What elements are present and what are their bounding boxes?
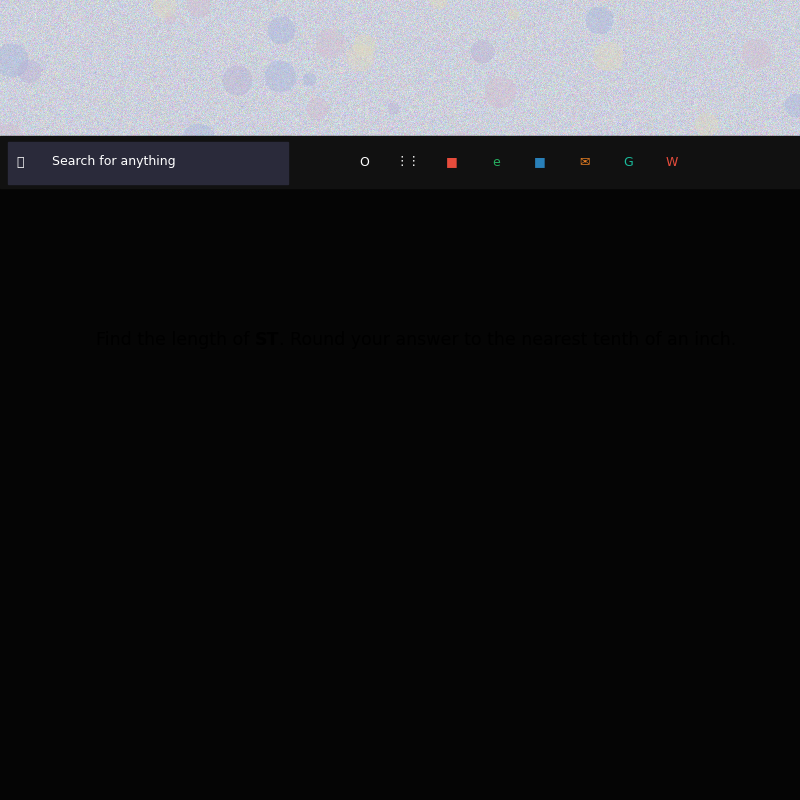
Text: G: G [623, 155, 633, 169]
Text: T: T [90, 553, 106, 575]
Text: 12.8 in: 12.8 in [108, 548, 168, 566]
Text: . Round your answer to the nearest tenth of an inch.: . Round your answer to the nearest tenth… [279, 331, 737, 349]
Bar [0, 136, 800, 188]
Text: 7.1 in: 7.1 in [108, 418, 157, 436]
Text: 8.6 in: 8.6 in [108, 462, 157, 479]
Text: ■: ■ [534, 155, 546, 169]
Text: e: e [492, 155, 500, 169]
Text: ⌕: ⌕ [16, 155, 24, 169]
Text: 14.2 in: 14.2 in [108, 591, 168, 609]
Text: ST: ST [255, 331, 279, 349]
Text: Search for anything: Search for anything [52, 155, 176, 169]
Text: ⋮⋮: ⋮⋮ [395, 155, 421, 169]
Bar [0, 188, 800, 800]
Text: Find the length of: Find the length of [96, 331, 255, 349]
Text: S: S [312, 263, 328, 286]
Text: 9.5 in.: 9.5 in. [322, 590, 386, 610]
Bar [8, 142, 288, 184]
Text: ■: ■ [446, 155, 458, 169]
Text: 6.4 in: 6.4 in [108, 375, 157, 393]
Text: W: W [666, 155, 678, 169]
Text: 10.6 in: 10.6 in [108, 505, 168, 522]
Text: 42°: 42° [178, 518, 212, 538]
Text: O: O [359, 155, 369, 169]
Text: ✉: ✉ [578, 155, 590, 169]
Text: U: U [593, 553, 613, 575]
